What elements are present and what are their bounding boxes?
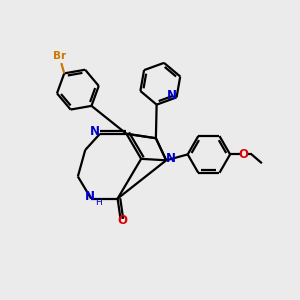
Text: N: N [90, 125, 100, 138]
Text: O: O [238, 148, 249, 161]
Text: N: N [85, 190, 94, 203]
Text: H: H [95, 198, 102, 207]
Text: Br: Br [53, 51, 66, 61]
Text: N: N [167, 89, 177, 102]
Text: O: O [117, 214, 127, 227]
Text: N: N [166, 152, 176, 165]
